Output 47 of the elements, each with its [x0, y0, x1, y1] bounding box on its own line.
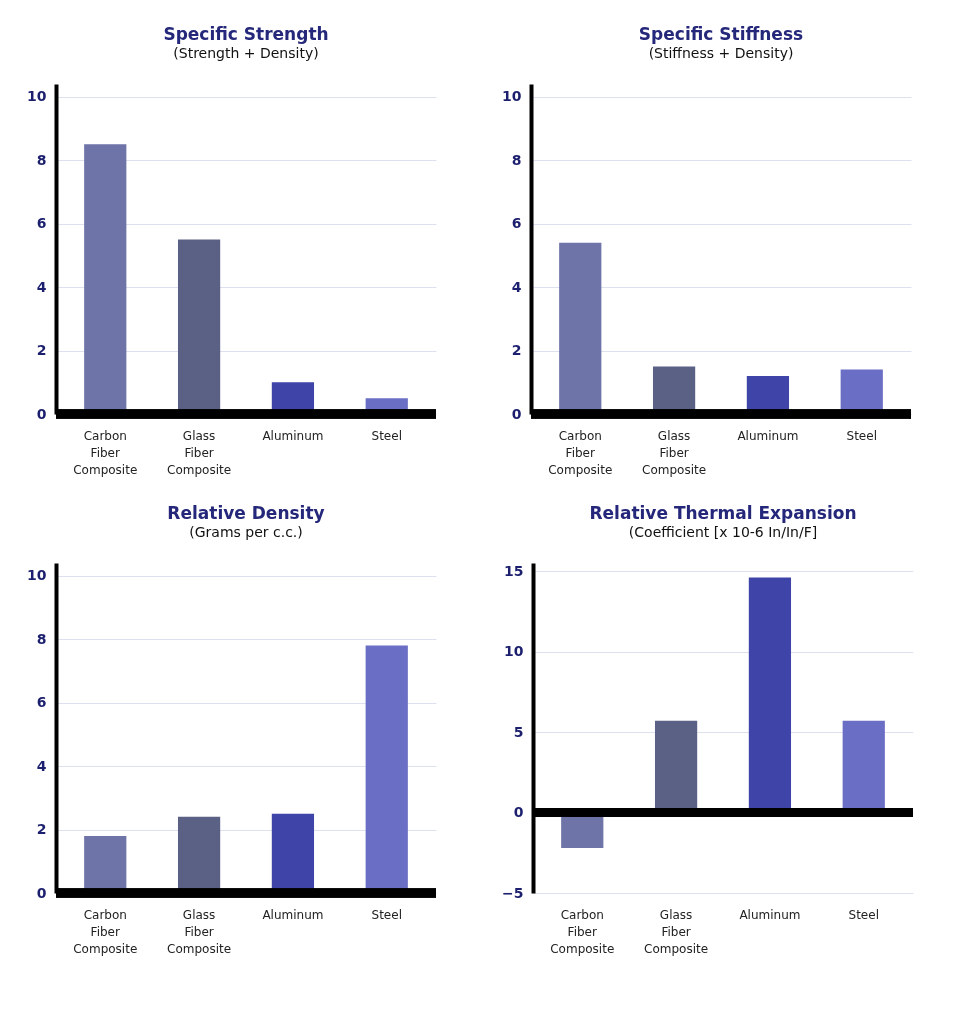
x-tick-label: Steel — [371, 907, 402, 922]
x-tick-label: Glass Fiber Composite — [642, 428, 707, 477]
y-tick-label: 8 — [36, 151, 47, 168]
y-tick-label: 10 — [27, 88, 47, 105]
x-tick-label: Glass Fiber Composite — [167, 907, 232, 956]
chart-subtitle: (Grams per c.c.) — [189, 524, 303, 540]
y-tick-label: 6 — [36, 215, 47, 232]
y-tick-label: 8 — [36, 630, 47, 647]
y-tick-label: 6 — [36, 694, 47, 711]
y-tick-label: −5 — [502, 884, 524, 901]
chart-title: Specific Stiffness — [638, 24, 804, 44]
x-tick-label: Carbon Fiber Composite — [550, 907, 615, 956]
x-tick-label: Carbon Fiber Composite — [73, 907, 138, 956]
y-tick-label: 4 — [511, 278, 522, 295]
y-tick-label: 2 — [511, 342, 522, 359]
y-tick-label: 5 — [513, 723, 524, 740]
chart-title: Specific Strength — [163, 24, 329, 44]
x-tick-label: Steel — [846, 428, 877, 443]
chart-title: Relative Thermal Expansion — [589, 503, 857, 523]
x-tick-label: Aluminum — [737, 428, 799, 443]
y-tick-label: 2 — [36, 342, 47, 359]
x-tick-label: Aluminum — [739, 907, 801, 922]
y-tick-label: 0 — [513, 804, 524, 821]
chart-subtitle: (Strength + Density) — [173, 45, 319, 61]
y-tick-label: 0 — [36, 884, 47, 901]
y-tick-label: 4 — [36, 757, 47, 774]
chart-title: Relative Density — [167, 503, 325, 523]
chart-subtitle: (Coefficient [x 10-6 In/In/F] — [628, 524, 818, 540]
x-tick-label: Aluminum — [262, 907, 324, 922]
y-tick-label: 6 — [511, 215, 522, 232]
x-tick-label: Steel — [848, 907, 879, 922]
y-tick-label: 2 — [36, 821, 47, 838]
x-tick-label: Glass Fiber Composite — [644, 907, 709, 956]
y-tick-label: 10 — [504, 643, 524, 660]
x-tick-label: Steel — [371, 428, 402, 443]
y-tick-label: 10 — [27, 567, 47, 584]
x-tick-label: Carbon Fiber Composite — [73, 428, 138, 477]
y-tick-label: 0 — [511, 405, 522, 422]
y-tick-label: 4 — [36, 278, 47, 295]
x-tick-label: Glass Fiber Composite — [167, 428, 232, 477]
chart-subtitle: (Stiffness + Density) — [648, 45, 794, 61]
x-tick-label: Aluminum — [262, 428, 324, 443]
y-tick-label: 8 — [511, 151, 522, 168]
y-tick-label: 0 — [36, 405, 47, 422]
y-tick-label: 10 — [502, 88, 522, 105]
y-tick-label: 15 — [504, 562, 524, 579]
x-tick-label: Carbon Fiber Composite — [548, 428, 613, 477]
